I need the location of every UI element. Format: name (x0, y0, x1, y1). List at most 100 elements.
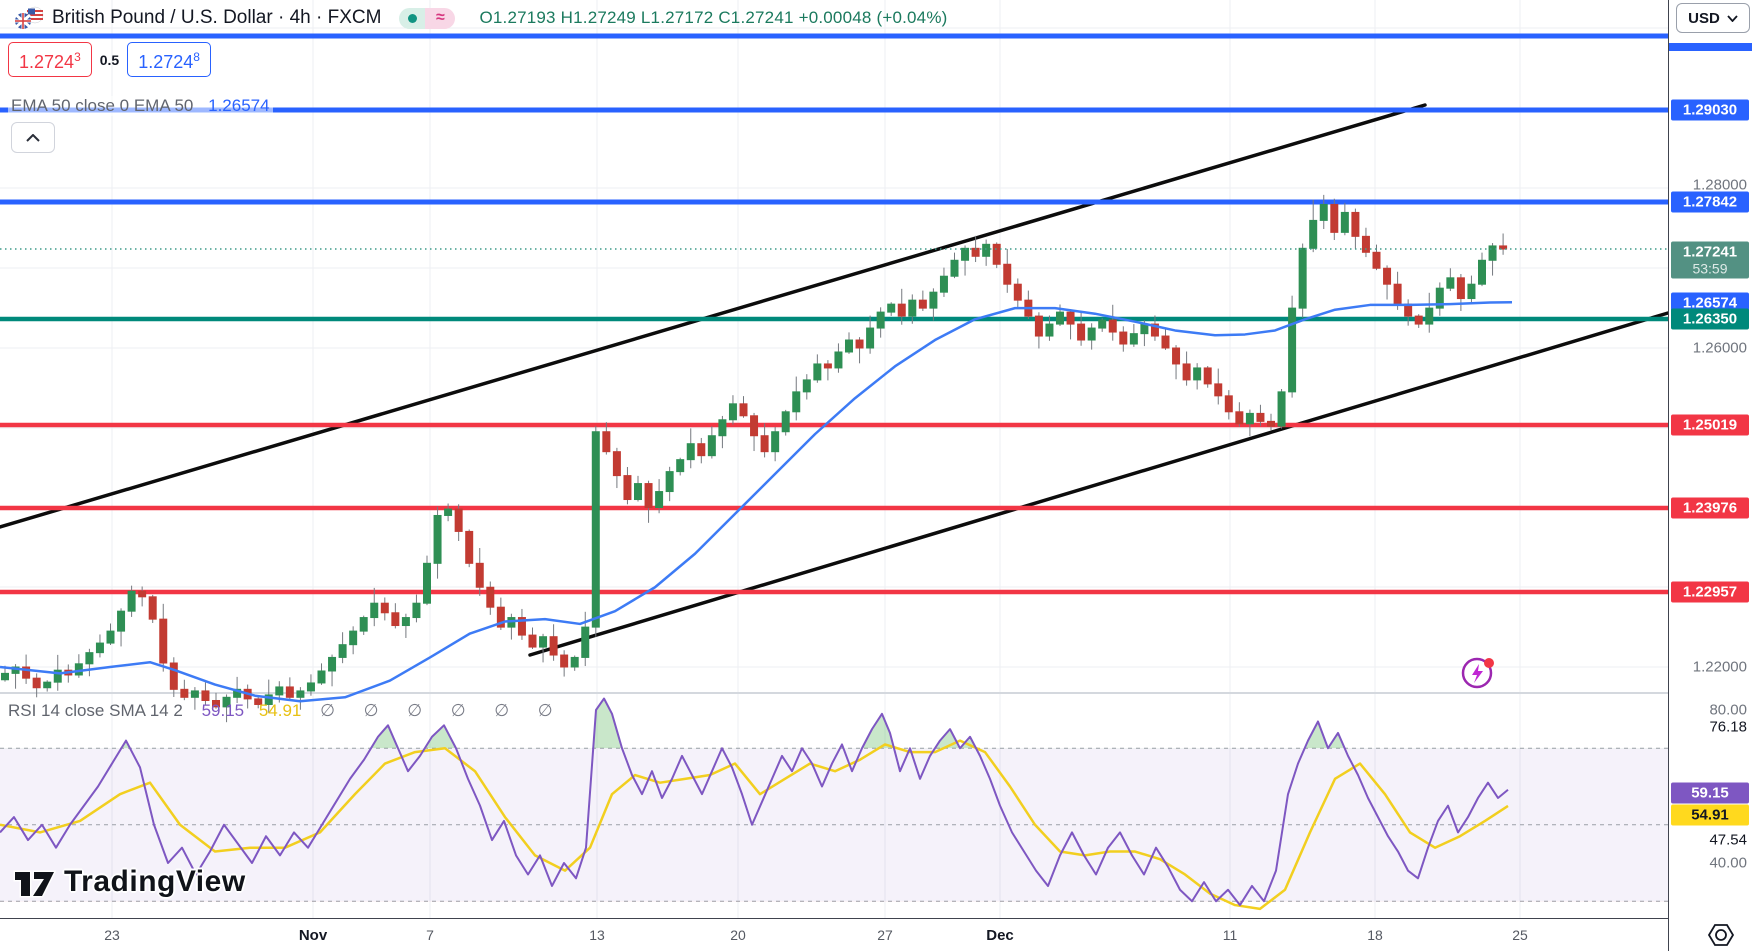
candle (1267, 420, 1275, 427)
candle (117, 610, 126, 632)
candle (813, 363, 822, 381)
candle (1, 672, 9, 681)
currency-dropdown[interactable]: USD (1676, 3, 1750, 33)
candle (1045, 323, 1054, 337)
time-axis-label: 20 (730, 927, 746, 943)
candle (201, 690, 210, 701)
candle (750, 415, 759, 437)
candle (53, 669, 62, 683)
candle (1435, 287, 1444, 309)
candle (982, 243, 991, 257)
price-axis-label: 76.18 (1709, 718, 1747, 736)
sell-button[interactable]: 1.27243 (8, 42, 92, 77)
candle (1372, 251, 1381, 269)
candle (929, 291, 938, 309)
candle (222, 696, 231, 708)
candle (22, 666, 31, 679)
market-open-dot-icon (399, 7, 426, 29)
time-axis-label: 13 (589, 927, 605, 943)
candle (760, 435, 769, 453)
candle (465, 530, 474, 564)
time-axis-scale[interactable]: 23 Nov 7 13 20 27 Dec 11 18 25 (0, 918, 1752, 951)
candle (655, 491, 664, 508)
tradingview-watermark[interactable]: TradingView (12, 864, 246, 900)
candle (148, 596, 157, 620)
candle (908, 299, 917, 317)
price-axis-label: 1.26000 (1692, 339, 1747, 357)
status-pills: ≈ (399, 7, 456, 29)
tradingview-logo-icon (13, 870, 56, 898)
pane-settings-hexagon-icon[interactable] (1702, 920, 1740, 949)
candle (43, 681, 52, 689)
candle (802, 379, 811, 393)
candle (644, 483, 653, 509)
rsi-sma-line (0, 739, 1509, 911)
candle (264, 694, 273, 705)
candle (306, 682, 315, 692)
time-axis-label: 23 (104, 927, 120, 943)
time-axis-label: Nov (298, 927, 328, 944)
candle (697, 443, 706, 457)
candle (1361, 235, 1370, 253)
candle (623, 475, 632, 501)
candle (781, 411, 790, 433)
rsi-value: 59.15 (201, 701, 245, 720)
candle (591, 431, 600, 628)
price-axis-scale[interactable]: 1.28000 1.26000 1.22000 1.29030 1.27842 1.265… (1668, 0, 1752, 951)
chevron-down-icon (1727, 14, 1738, 22)
candle (1277, 391, 1286, 427)
candle (328, 656, 337, 672)
time-axis-label: 18 (1367, 927, 1383, 943)
candle (1108, 319, 1117, 333)
candle (486, 586, 495, 608)
time-axis-label: 27 (877, 927, 893, 943)
price-axis-label: 47.54 (1709, 831, 1747, 849)
candle (32, 677, 41, 689)
candle (1077, 323, 1086, 341)
candle (1456, 277, 1465, 300)
candle (1288, 307, 1297, 393)
candle (939, 275, 948, 293)
candle (1003, 263, 1012, 285)
candle (1119, 331, 1128, 345)
candle (686, 443, 695, 461)
candle (1245, 412, 1254, 425)
price-badge: 1.27842 (1671, 191, 1749, 213)
boost-lightning-icon[interactable] (1458, 652, 1498, 692)
candle (496, 606, 505, 628)
candle (1467, 283, 1476, 300)
candle (1013, 283, 1022, 301)
buy-button[interactable]: 1.27248 (127, 42, 211, 77)
candle (401, 617, 410, 627)
candle (423, 562, 431, 604)
collapse-legend-button[interactable] (11, 122, 55, 153)
candle (1066, 311, 1075, 325)
candle (887, 303, 896, 313)
candle (1319, 203, 1328, 221)
candle (1172, 347, 1181, 365)
candle (771, 431, 780, 453)
countdown-timer: 53:59 (1692, 260, 1728, 277)
candle (1256, 412, 1265, 422)
candle (1351, 211, 1360, 237)
candle (412, 602, 421, 619)
candle (602, 431, 611, 453)
time-axis-label: 25 (1512, 927, 1528, 943)
candle (1034, 315, 1043, 337)
candle (897, 303, 906, 317)
symbol-title: British Pound / U.S. Dollar · 4h · FXCM (52, 7, 382, 28)
rsi-legend: RSI 14 close SMA 14 2 59.15 54.91 ∅ ∅ ∅ … (8, 701, 565, 721)
candle (138, 590, 147, 598)
price-badge: 54.91 (1671, 804, 1749, 826)
price-axis-label: 1.28000 (1692, 176, 1747, 194)
candle (549, 636, 558, 656)
candle (380, 602, 389, 614)
price-badge: 1.29030 (1671, 99, 1749, 121)
rsi-legend-label: RSI 14 close SMA 14 2 (8, 701, 183, 720)
candle (275, 686, 284, 696)
candle (1309, 219, 1318, 249)
candle (74, 663, 83, 676)
rsi-sma-value: 54.91 (258, 701, 302, 720)
